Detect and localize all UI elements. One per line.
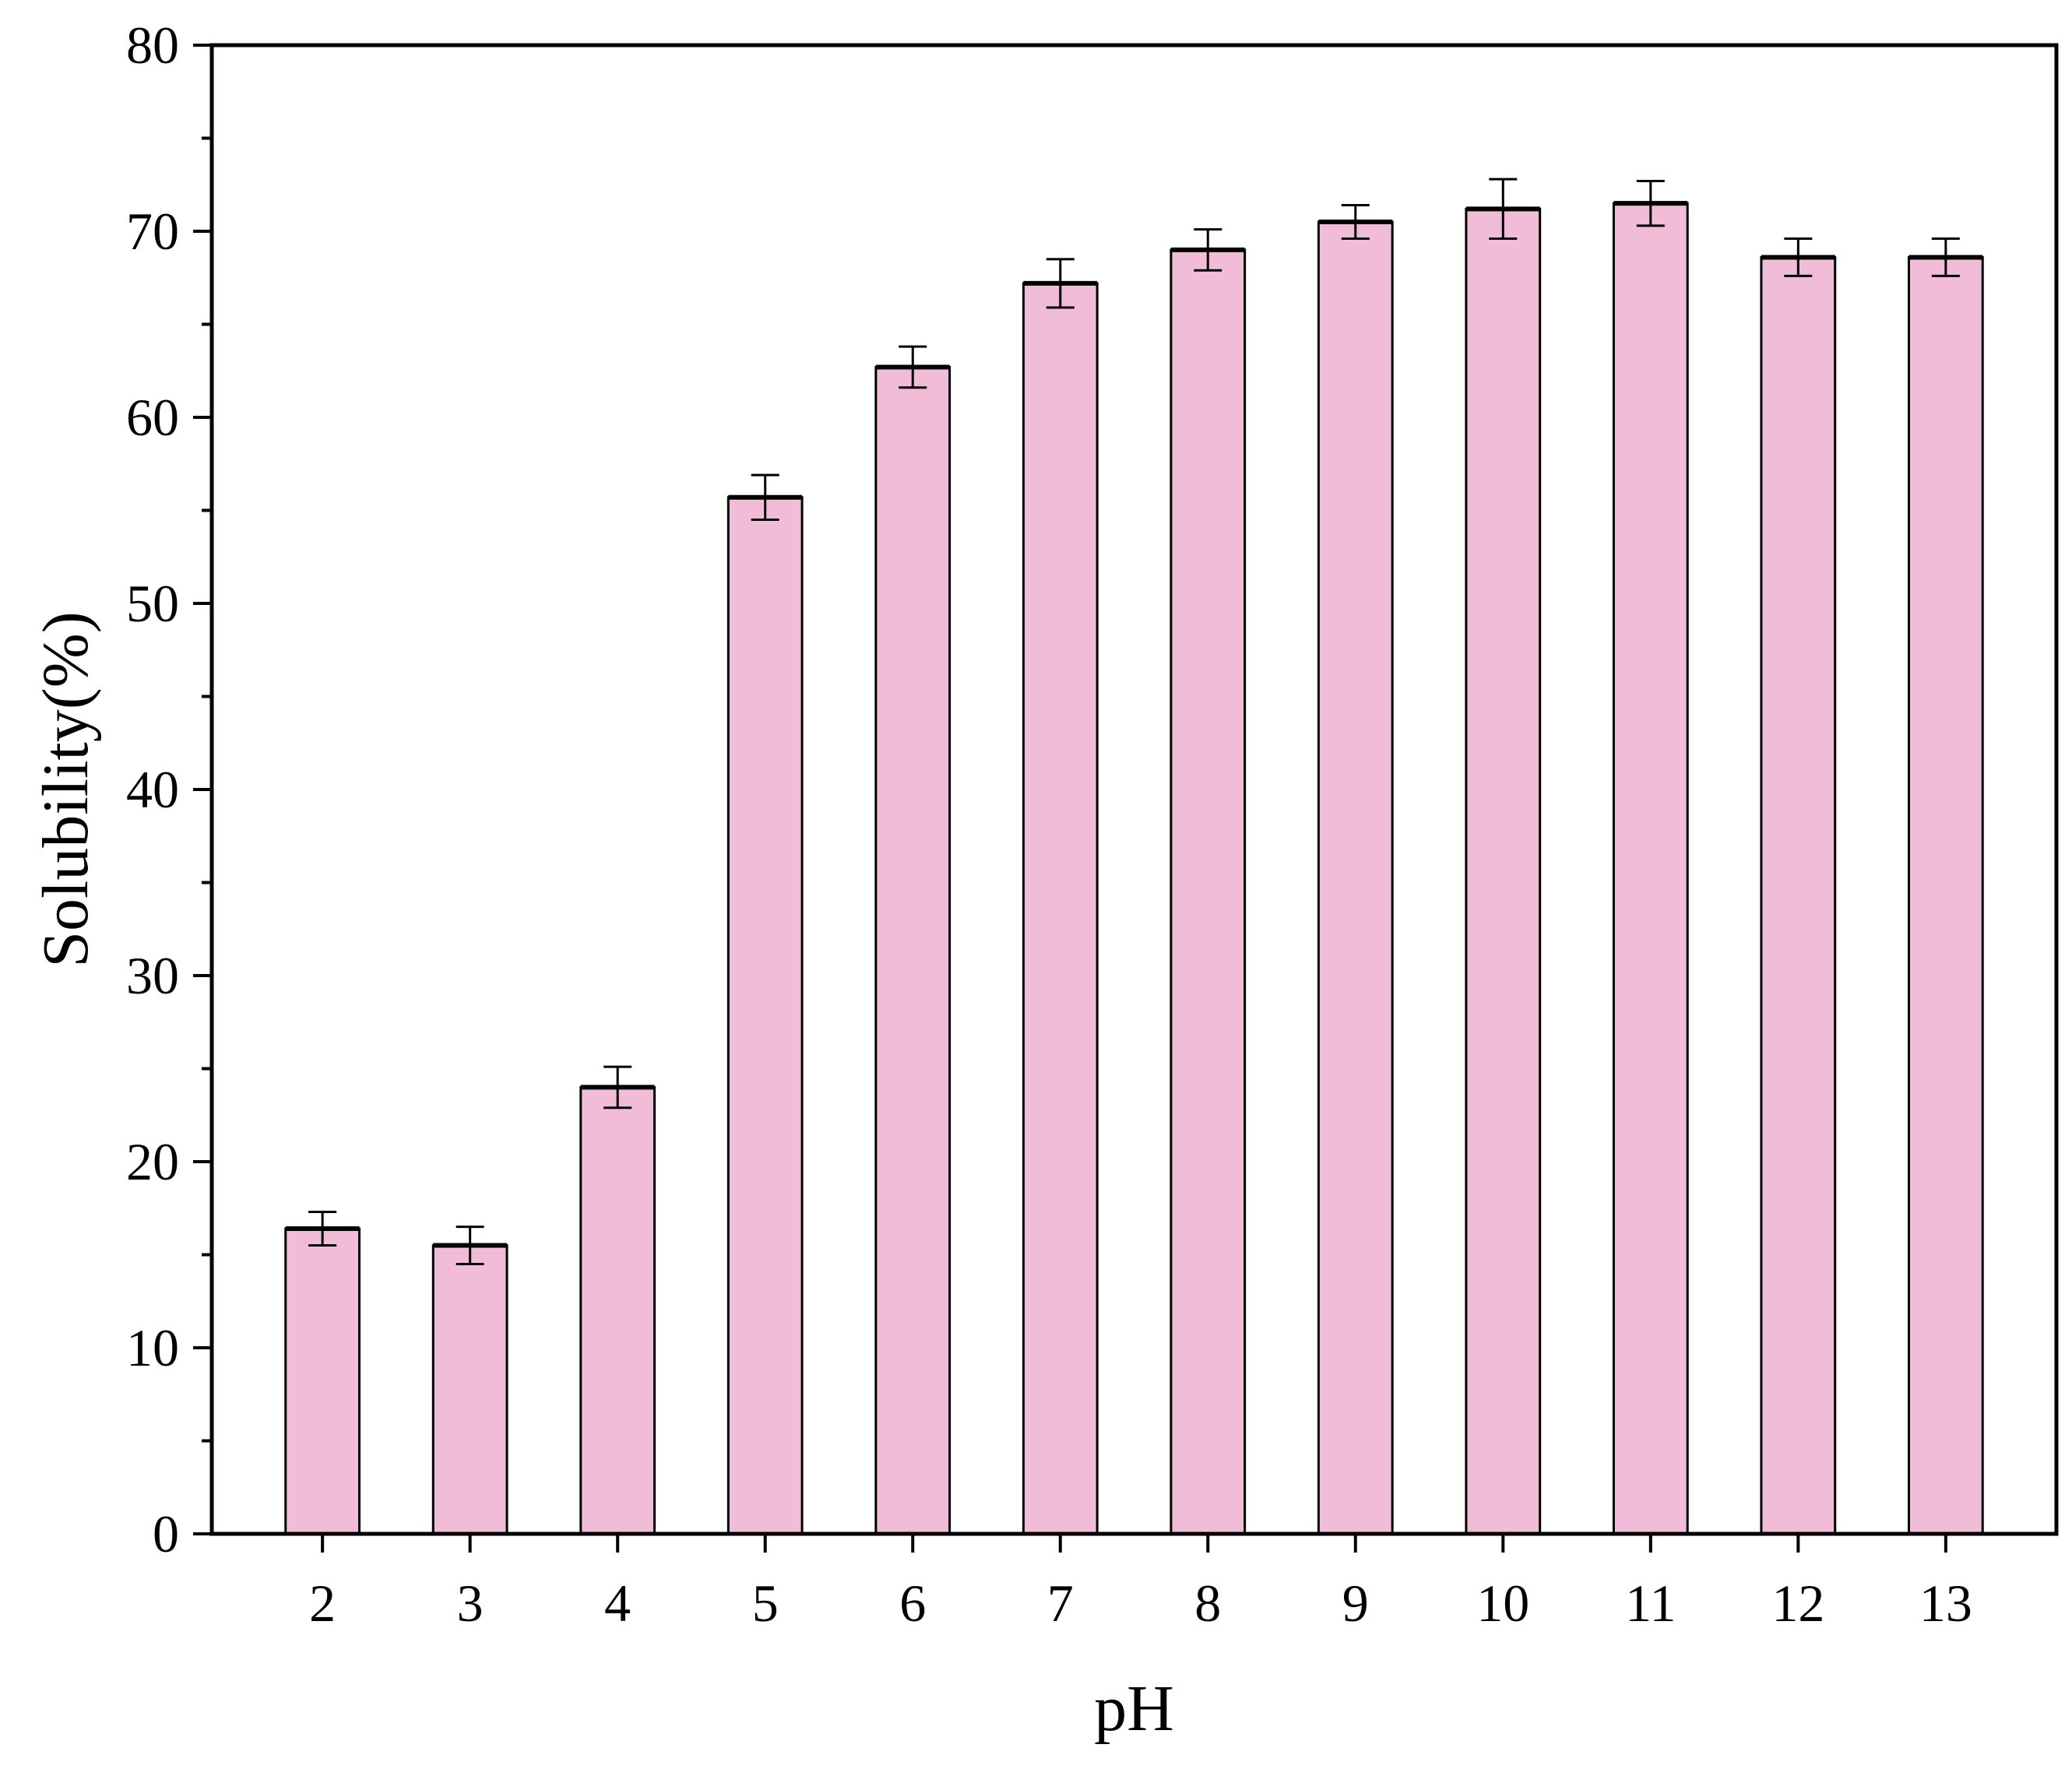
y-tick-label: 40 xyxy=(126,760,179,819)
error-bars-layer xyxy=(308,178,1960,1265)
y-tick-label: 10 xyxy=(126,1318,179,1377)
bars-layer xyxy=(284,201,1984,1535)
x-tick-label: 4 xyxy=(604,1574,631,1633)
x-tick-label: 6 xyxy=(899,1574,926,1633)
y-tick-label: 30 xyxy=(126,946,179,1005)
bar xyxy=(431,1244,508,1535)
x-tick-label: 9 xyxy=(1342,1574,1369,1633)
x-tick-label: 5 xyxy=(752,1574,779,1633)
y-axis-title: Solubility(%) xyxy=(30,611,102,967)
bar xyxy=(1317,220,1394,1535)
x-tick-label: 3 xyxy=(457,1574,484,1633)
x-tick-label: 8 xyxy=(1194,1574,1221,1633)
y-tick-label: 20 xyxy=(126,1132,179,1191)
tick-labels-layer: 2 3 4 5 6 7 8 9 10 11 12 13 0 10 20 30 40 50 60 70 80 xyxy=(126,16,1972,1633)
bar xyxy=(1465,207,1542,1535)
y-tick-label: 60 xyxy=(126,388,179,447)
x-tick-label: 13 xyxy=(1919,1574,1972,1633)
bar xyxy=(726,496,804,1535)
bar xyxy=(1022,282,1099,1535)
bar xyxy=(1612,202,1689,1535)
x-axis-title: pH xyxy=(1094,1672,1174,1745)
bar xyxy=(284,1227,361,1535)
y-tick-label: 50 xyxy=(126,574,179,633)
bar xyxy=(1170,248,1247,1535)
x-tick-label: 10 xyxy=(1476,1574,1529,1633)
plot-frame xyxy=(209,43,2059,1536)
x-tick-label: 11 xyxy=(1625,1574,1676,1633)
x-tick-label: 7 xyxy=(1047,1574,1074,1633)
x-tick-label: 12 xyxy=(1771,1574,1824,1633)
y-tick-label: 80 xyxy=(126,16,179,75)
bar xyxy=(1907,255,1984,1535)
y-tick-label: 0 xyxy=(153,1504,179,1563)
bar xyxy=(1760,255,1837,1535)
bar xyxy=(874,365,952,1535)
bar xyxy=(579,1085,656,1535)
y-tick-label: 70 xyxy=(126,202,179,261)
x-tick-label: 2 xyxy=(309,1574,336,1633)
